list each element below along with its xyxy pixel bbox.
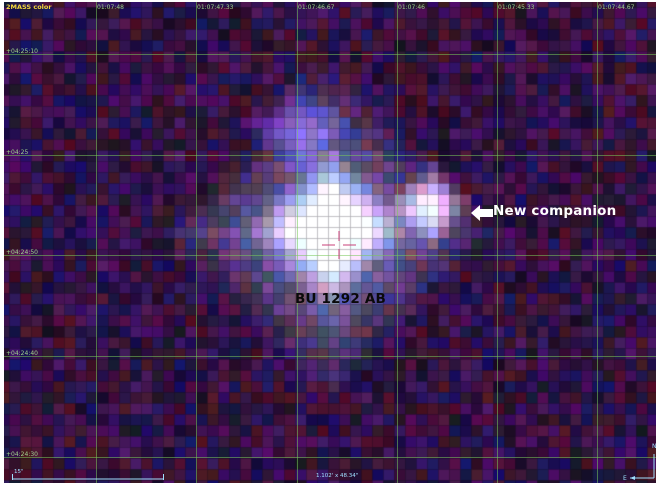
- ra-label: 01:07:46: [398, 4, 425, 11]
- grid-line: [397, 2, 398, 483]
- grid-line: [4, 356, 656, 357]
- dec-label: +04:25: [6, 149, 29, 156]
- scale-label: 15": [14, 469, 24, 475]
- compass-icon: N E: [623, 443, 656, 482]
- ra-label: 01:07:48: [97, 4, 124, 11]
- grid-line: [497, 2, 498, 483]
- dec-label: +04:25:10: [6, 48, 38, 55]
- dec-label: +04:24:30: [6, 451, 38, 458]
- left-arrow-icon: [471, 205, 493, 221]
- ra-label: 01:07:46.67: [298, 4, 335, 11]
- grid-line: [297, 2, 298, 483]
- field-of-view-label: 1.102' x 48.34": [316, 473, 359, 479]
- sky-image[interactable]: [4, 2, 656, 483]
- ra-label: 01:07:45.33: [498, 4, 535, 11]
- grid-line: [196, 2, 197, 483]
- new-companion-label: New companion: [493, 203, 617, 219]
- compass-north-label: N: [652, 443, 656, 450]
- scale-bar: [12, 474, 164, 480]
- sky-image-viewer[interactable]: 2MASS color 01:07:48 01:07:47.33 01:07:4…: [4, 2, 656, 483]
- grid-line: [4, 457, 656, 458]
- survey-title: 2MASS color: [6, 3, 52, 11]
- grid-line: [4, 155, 656, 156]
- grid-line: [4, 255, 656, 256]
- dec-label: +04:24:50: [6, 249, 38, 256]
- grid-line: [96, 2, 97, 483]
- dec-label: +04:24:40: [6, 350, 38, 357]
- grid-line: [4, 54, 656, 55]
- compass-east-label: E: [623, 475, 627, 482]
- grid-line: [597, 2, 598, 483]
- primary-star-label: BU 1292 AB: [295, 291, 386, 307]
- ra-label: 01:07:44.67: [598, 4, 635, 11]
- ra-label: 01:07:47.33: [197, 4, 234, 11]
- target-reticle: [322, 231, 356, 259]
